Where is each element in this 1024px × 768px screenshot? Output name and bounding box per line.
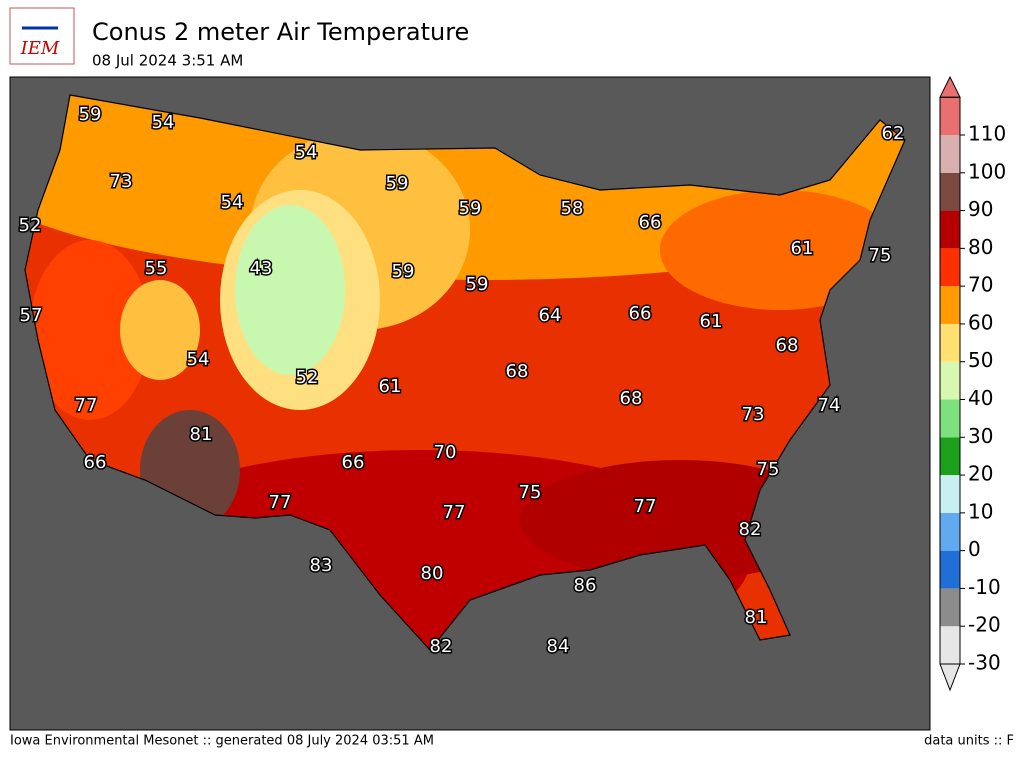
map-label: 70 bbox=[434, 442, 457, 463]
logo-text: IEM bbox=[20, 38, 60, 59]
map-label: 64 bbox=[539, 305, 562, 326]
colorbar-frame bbox=[939, 96, 961, 665]
colorbar-tick-label: 50 bbox=[968, 348, 993, 372]
map-label: 73 bbox=[110, 171, 133, 192]
map-label: 80 bbox=[421, 563, 444, 584]
map-label: 52 bbox=[19, 215, 42, 236]
colorbar-segment bbox=[940, 399, 960, 438]
map-label: 61 bbox=[700, 311, 723, 332]
colorbar-tick-label: 60 bbox=[968, 310, 993, 334]
map-label: 73 bbox=[742, 404, 765, 425]
colorbar-segment bbox=[940, 475, 960, 513]
map-label: 81 bbox=[190, 424, 213, 445]
colorbar-segment bbox=[940, 248, 960, 287]
map-label: 55 bbox=[145, 258, 168, 279]
colorbar-segment bbox=[940, 437, 960, 476]
colorbar-tick-label: 110 bbox=[968, 122, 1006, 146]
colorbar-tick-label: -20 bbox=[968, 613, 1001, 637]
colorbar-segment bbox=[940, 172, 960, 211]
title: Conus 2 meter Air Temperature bbox=[92, 18, 469, 46]
map-label: 74 bbox=[818, 395, 841, 416]
colorbar-tick-label: 90 bbox=[968, 197, 993, 221]
colorbar-tick-label: 30 bbox=[968, 424, 993, 448]
colorbar-segment bbox=[940, 512, 960, 551]
colorbar-extend-low bbox=[939, 663, 961, 692]
colorbar-tick-label: 40 bbox=[968, 386, 993, 410]
colorbar-segment bbox=[940, 361, 960, 400]
map-label: 54 bbox=[221, 192, 244, 213]
colorbar-segment bbox=[940, 588, 960, 627]
map-label: 86 bbox=[574, 575, 597, 596]
map-label: 68 bbox=[506, 361, 529, 382]
map-label: 68 bbox=[620, 388, 643, 409]
footer-right: data units :: F bbox=[924, 734, 1014, 749]
footer-left: Iowa Environmental Mesonet :: generated … bbox=[10, 734, 434, 749]
colorbar-tick-label: 100 bbox=[968, 159, 1006, 183]
map-label: 82 bbox=[739, 519, 762, 540]
map-label: 66 bbox=[639, 212, 662, 233]
map-label: 68 bbox=[776, 335, 799, 356]
map-labels: 59 54 54 73 59 54 59 58 66 62 52 61 75 43 55 59 59 57 64 66… bbox=[17, 103, 906, 659]
map-label: 61 bbox=[791, 238, 814, 259]
colorbar-segment bbox=[940, 135, 960, 173]
map-label: 58 bbox=[561, 198, 584, 219]
map-label: 54 bbox=[295, 142, 318, 163]
map-label: 75 bbox=[519, 482, 542, 503]
map-label: 59 bbox=[79, 104, 102, 125]
colorbar-tick-label: -30 bbox=[968, 651, 1001, 675]
map-label: 82 bbox=[430, 636, 453, 657]
map-label: 59 bbox=[466, 274, 489, 295]
map-label: 59 bbox=[392, 261, 415, 282]
map-label: 57 bbox=[20, 305, 43, 326]
map-label: 77 bbox=[634, 496, 657, 517]
colorbar-segment bbox=[940, 286, 960, 324]
colorbar-extend-high bbox=[939, 75, 961, 98]
map-label: 66 bbox=[84, 452, 107, 473]
map-label: 59 bbox=[386, 173, 409, 194]
colorbar-tick-label: 0 bbox=[968, 537, 981, 561]
map-label: 66 bbox=[342, 452, 365, 473]
map-label: 77 bbox=[75, 395, 98, 416]
map-label: 61 bbox=[379, 376, 402, 397]
colorbar-segment bbox=[940, 550, 960, 589]
map-label: 66 bbox=[629, 303, 652, 324]
colorbar-tick-label: -10 bbox=[968, 575, 1001, 599]
map-label: 77 bbox=[443, 502, 466, 523]
colorbar-tick-label: 20 bbox=[968, 462, 993, 486]
map-label: 75 bbox=[869, 245, 892, 266]
map-label: 54 bbox=[187, 349, 210, 370]
map-label: 43 bbox=[250, 258, 273, 279]
map-label: 83 bbox=[310, 555, 333, 576]
logo: IEM bbox=[9, 7, 75, 65]
colorbar-segment bbox=[940, 626, 960, 664]
map-label: 84 bbox=[547, 636, 570, 657]
colorbar-tick-label: 80 bbox=[968, 235, 993, 259]
map-label: 81 bbox=[745, 607, 768, 628]
map-label: 62 bbox=[882, 123, 905, 144]
map-label: 59 bbox=[459, 198, 482, 219]
colorbar-segment bbox=[940, 210, 960, 249]
colorbar-segment bbox=[940, 323, 960, 362]
map-label: 54 bbox=[152, 112, 175, 133]
subtitle: 08 Jul 2024 3:51 AM bbox=[92, 52, 243, 70]
us-outline bbox=[24, 94, 906, 651]
colorbar-tick-label: 70 bbox=[968, 273, 993, 297]
colorbar-tick-label: 10 bbox=[968, 499, 993, 523]
colorbar-segment bbox=[940, 97, 960, 135]
map-label: 52 bbox=[296, 367, 319, 388]
map-label: 77 bbox=[269, 492, 292, 513]
map-label: 75 bbox=[757, 459, 780, 480]
colorbar: -30 -20 -10 0 10 20 30 40 50 60 70 80 90 100 110 bbox=[939, 75, 1006, 692]
